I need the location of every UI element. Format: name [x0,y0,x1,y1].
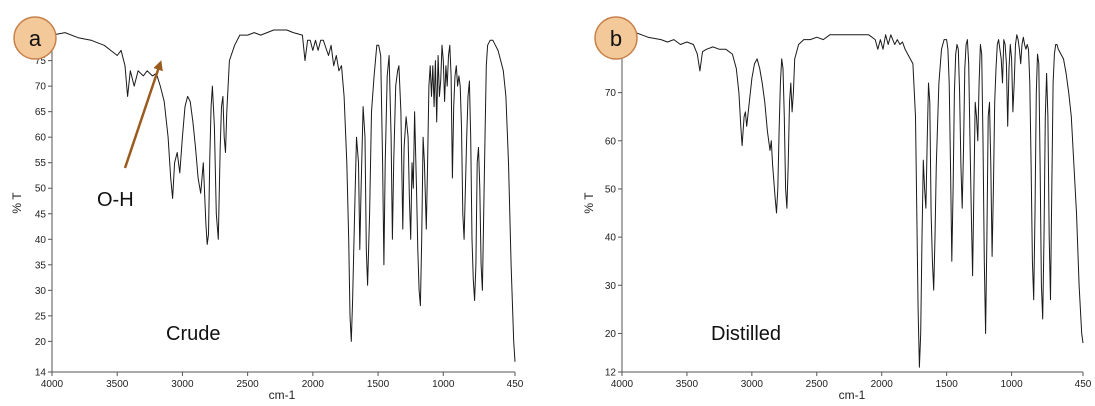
panel-a-badge-label: a [29,26,42,51]
y-tick-label: 70 [35,82,47,93]
panel-a-y-ticks: 14 20 25 30 35 40 45 50 55 60 65 70 75 [35,56,52,379]
y-tick-label: 30 [35,286,47,297]
panel-a-badge [13,16,57,60]
x-tick-label: 4000 [41,379,64,390]
x-tick-label: 3500 [676,379,699,390]
panel-b-badge [594,16,638,60]
x-tick-label: 1500 [936,379,959,390]
x-tick-label: 2500 [237,379,260,390]
x-tick-label: 1500 [367,379,390,390]
panel-b: 1220304050607080 40003500300025002000150… [582,16,1092,402]
y-tick-label: 75 [35,56,47,67]
y-tick-label: 35 [35,260,47,271]
panel-b-spectrum-line [621,31,1084,368]
y-tick-label: 40 [35,235,47,246]
y-tick-label: 20 [35,337,47,348]
panel-b-x-label: cm-1 [839,388,866,402]
x-tick-label: 1000 [432,379,455,390]
panel-a-oh-arrow [123,60,163,169]
panel-b-y-ticks: 1220304050607080 [605,40,622,379]
y-tick-label: 45 [35,209,47,220]
y-tick-label: 14 [35,368,47,379]
x-tick-label: 450 [507,379,524,390]
x-tick-label: 2000 [302,379,325,390]
y-tick-label: 55 [35,158,47,169]
y-tick-label: 60 [35,133,47,144]
x-tick-label: 3500 [106,379,129,390]
y-tick-label: 60 [605,136,617,147]
y-tick-label: 20 [605,329,617,340]
panel-b-badge-label: b [610,26,622,51]
x-tick-label: 2500 [806,379,829,390]
panel-a-x-ticks: 4000 3500 3000 2500 2000 1500 1000 450 [41,372,524,390]
y-tick-label: 25 [35,311,47,322]
panel-a-x-label: cm-1 [269,388,296,402]
panel-a-spectrum-line [51,29,516,362]
panel-a-annotation-crude: Crude [166,323,220,345]
y-tick-label: 65 [35,107,47,118]
y-tick-label: 50 [605,184,617,195]
y-tick-label: 70 [605,88,617,99]
y-tick-label: 30 [605,281,617,292]
panel-a-y-label: % T [10,192,24,214]
x-tick-label: 4000 [611,379,634,390]
y-tick-label: 50 [35,184,47,195]
panel-b-x-ticks: 4000 3500 3000 2500 2000 1500 1000 450 [611,372,1092,390]
panel-b-y-label: % T [582,192,596,214]
y-tick-label: 40 [605,233,617,244]
x-tick-label: 1000 [1000,379,1023,390]
x-tick-label: 3000 [741,379,764,390]
x-tick-label: 3000 [171,379,194,390]
panel-a-oh-label: O-H [97,189,134,211]
x-tick-label: 450 [1075,379,1092,390]
panel-a: 14 20 25 30 35 40 45 50 55 60 65 70 75 4000 3500 3000 2… [10,16,524,402]
panel-b-annotation-distilled: Distilled [711,323,781,345]
x-tick-label: 2000 [871,379,894,390]
y-tick-label: 12 [605,368,617,379]
